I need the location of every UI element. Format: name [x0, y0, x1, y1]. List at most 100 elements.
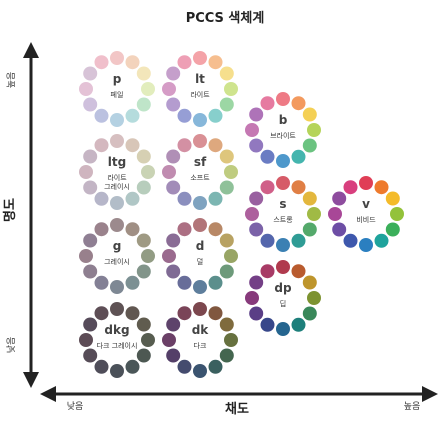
hue-dot — [359, 238, 373, 252]
hue-dot — [141, 333, 155, 347]
hue-dot — [94, 222, 109, 237]
hue-dot — [302, 138, 317, 153]
hue-dot — [343, 233, 358, 248]
hue-dot — [94, 275, 109, 290]
hue-dot — [332, 191, 347, 206]
y-axis-low-label: 낮음 — [6, 337, 17, 354]
hue-dot — [307, 291, 321, 305]
hue-dot — [219, 97, 234, 112]
hue-dot — [208, 359, 223, 374]
hue-dot — [208, 138, 223, 153]
hue-dot — [260, 96, 275, 111]
tone-ring-b: b 브라이트 — [245, 92, 321, 168]
hue-dot — [224, 333, 238, 347]
diagram-title: PCCS 색체계 — [186, 11, 265, 26]
hue-dot — [177, 191, 192, 206]
hue-dot — [162, 333, 176, 347]
hue-dot — [177, 275, 192, 290]
hue-dot — [219, 264, 234, 279]
hue-dot — [162, 82, 176, 96]
hue-dot — [177, 359, 192, 374]
tone-ring-v: v 비비드 — [328, 176, 404, 252]
hue-dot — [276, 154, 290, 168]
hue-dot — [136, 149, 151, 164]
hue-dot — [193, 113, 207, 127]
tone-code-label: dp — [274, 281, 292, 295]
hue-dot — [276, 260, 290, 274]
x-axis-low-label: 낮음 — [67, 401, 84, 412]
hue-dot — [94, 359, 109, 374]
hue-dot — [136, 233, 151, 248]
hue-dot — [193, 51, 207, 65]
hue-dot — [166, 348, 181, 363]
hue-dot — [125, 275, 140, 290]
hue-dot — [110, 51, 124, 65]
hue-dot — [136, 264, 151, 279]
hue-dot — [291, 233, 306, 248]
hue-dot — [125, 306, 140, 321]
hue-dot — [276, 176, 290, 190]
x-axis-label: 채도 — [225, 402, 249, 417]
hue-dot — [94, 55, 109, 70]
hue-dot — [307, 123, 321, 137]
tone-ring-dp: dp 딥 — [245, 260, 321, 336]
hue-dot — [166, 149, 181, 164]
hue-dot — [79, 333, 93, 347]
hue-dot — [193, 302, 207, 316]
hue-dot — [177, 306, 192, 321]
hue-dot — [94, 108, 109, 123]
tone-code-label: v — [362, 197, 370, 211]
hue-dot — [245, 291, 259, 305]
hue-dot — [177, 222, 192, 237]
hue-dot — [177, 138, 192, 153]
hue-dot — [390, 207, 404, 221]
hue-dot — [260, 264, 275, 279]
hue-dot — [208, 191, 223, 206]
hue-dot — [136, 180, 151, 195]
hue-dot — [193, 196, 207, 210]
hue-dot — [219, 180, 234, 195]
hue-dot — [166, 66, 181, 81]
y-axis-label: 명도 — [2, 198, 18, 222]
hue-dot — [307, 207, 321, 221]
hue-dot — [110, 113, 124, 127]
hue-dot — [110, 364, 124, 378]
hue-dot — [166, 180, 181, 195]
hue-dot — [125, 108, 140, 123]
tone-name-label: 라이트 — [190, 90, 210, 99]
hue-dot — [136, 317, 151, 332]
tone-ring-lt: lt 라이트 — [162, 51, 238, 127]
hue-dot — [110, 218, 124, 232]
hue-dot — [291, 317, 306, 332]
hue-dot — [83, 348, 98, 363]
hue-dot — [136, 66, 151, 81]
tone-name-label: 소프트 — [190, 174, 210, 182]
hue-dot — [245, 123, 259, 137]
hue-dot — [162, 165, 176, 179]
tone-name-label: 다크 그레이시 — [97, 341, 138, 350]
tone-code-label: s — [279, 197, 286, 211]
hue-dot — [249, 222, 264, 237]
hue-dot — [94, 306, 109, 321]
tone-ring-dkg: dkg 다크 그레이시 — [79, 302, 155, 378]
hue-dot — [276, 322, 290, 336]
hue-dot — [332, 222, 347, 237]
tone-ring-sf: sf 소프트 — [162, 134, 238, 210]
hue-dot — [260, 180, 275, 195]
hue-dot — [110, 196, 124, 210]
hue-dot — [291, 264, 306, 279]
hue-dot — [224, 249, 238, 263]
tone-ring-dk: dk 다크 — [162, 302, 238, 378]
hue-dot — [343, 180, 358, 195]
hue-dot — [224, 82, 238, 96]
hue-dot — [110, 302, 124, 316]
y-axis-high-label: 높음 — [6, 72, 17, 89]
hue-dot — [208, 55, 223, 70]
tone-name-label: 다크 — [194, 341, 207, 350]
tone-code-label: lt — [195, 72, 205, 86]
hue-dot — [193, 218, 207, 232]
hue-dot — [302, 191, 317, 206]
